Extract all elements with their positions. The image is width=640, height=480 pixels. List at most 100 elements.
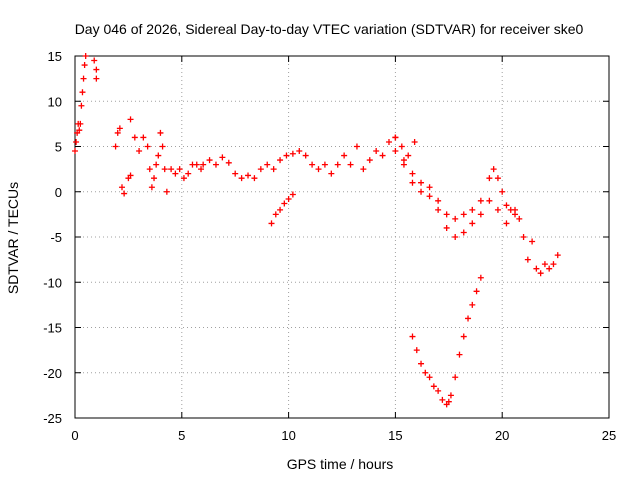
data-point [82,53,89,59]
data-point [121,190,128,197]
data-point [435,206,442,213]
data-point [347,161,354,168]
data-point [328,170,335,177]
data-point [443,224,450,231]
data-point [460,229,467,236]
data-point [163,188,170,195]
y-tick-label: -5 [50,230,62,245]
data-point [144,143,151,150]
data-point [257,166,264,173]
data-point [460,333,467,340]
data-point [486,175,493,182]
data-point [72,148,78,155]
data-point [435,387,442,394]
y-tick-label: -20 [43,366,62,381]
data-point [447,392,454,399]
data-point [392,148,399,155]
y-tick-label: 0 [55,185,62,200]
data-point [78,102,85,109]
x-tick-label: 25 [602,428,616,443]
grid-lines [75,56,609,418]
data-point [180,175,187,182]
y-tick-label: 10 [48,94,62,109]
y-tick-label: -25 [43,411,62,426]
data-point [469,301,476,308]
data-point [93,75,100,82]
y-tick-label: 15 [48,49,62,64]
data-point [477,274,484,281]
data-point [172,170,179,177]
data-point [520,234,527,240]
data-point [426,184,433,191]
data-point [81,62,88,69]
data-point [116,125,123,132]
data-point [405,152,412,159]
data-point [159,143,166,150]
y-axis-label: SDTVAR / TECUs [5,182,21,294]
data-point [146,166,153,173]
data-point [270,166,277,173]
data-point [490,166,497,173]
data-point [353,143,360,150]
data-point [439,396,446,403]
data-point [409,333,416,340]
data-point [486,197,493,204]
data-point [268,220,275,227]
data-point [225,159,232,166]
data-point [127,172,134,179]
data-point [155,152,162,159]
data-point [460,211,467,218]
data-point [77,120,84,127]
data-point [212,161,219,168]
x-tick-label: 15 [388,428,402,443]
data-point [193,161,200,168]
data-point [264,161,271,168]
data-point [281,200,288,207]
data-point [398,143,405,150]
data-point [118,184,125,191]
data-point [157,129,164,136]
data-point [409,179,416,186]
y-tick-label: -15 [43,321,62,336]
data-point [219,154,226,161]
data-point [79,89,86,96]
data-point [452,215,459,222]
data-point [200,161,207,168]
data-point [554,252,561,259]
data-points [72,53,561,408]
data-point [503,220,510,227]
data-point [524,256,531,263]
y-tick-label: -10 [43,275,62,290]
data-point [198,166,205,173]
data-point [153,161,160,168]
data-point [379,152,386,159]
data-point [529,238,536,245]
data-point [426,374,433,381]
data-point [469,220,476,227]
data-point [366,157,373,164]
data-point [452,374,459,381]
data-point [296,148,303,155]
data-point [430,383,437,390]
data-point [232,170,239,177]
data-point [411,138,418,145]
data-point [277,157,284,164]
data-point [452,234,459,240]
data-point [251,175,258,182]
data-point [546,265,553,272]
data-point [469,206,476,213]
data-point [422,369,429,376]
data-point [413,347,420,354]
data-point [456,351,463,358]
x-axis-label: GPS time / hours [287,456,394,472]
data-point [373,148,380,155]
data-point [512,206,519,213]
data-point [112,143,119,150]
data-point [185,170,192,177]
x-axis: 0 5 10 15 20 25 [71,56,616,443]
data-point [418,188,425,195]
data-point [315,166,322,173]
data-point [176,166,183,173]
data-point [503,202,510,209]
